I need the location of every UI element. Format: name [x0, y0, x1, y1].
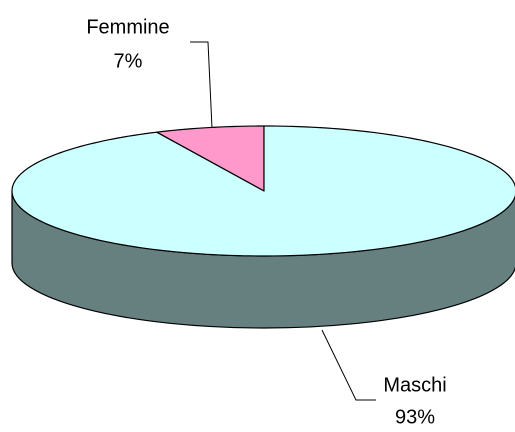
pie-slice: [11, 125, 515, 257]
leader-line: [190, 41, 213, 129]
slice-label: Maschi: [383, 374, 446, 396]
pie-slice: [156, 125, 265, 192]
slice-value-label: 7%: [114, 50, 143, 72]
slice-value-label: 93%: [395, 406, 435, 428]
leader-line: [321, 329, 376, 401]
slice-label: Femmine: [86, 16, 169, 38]
